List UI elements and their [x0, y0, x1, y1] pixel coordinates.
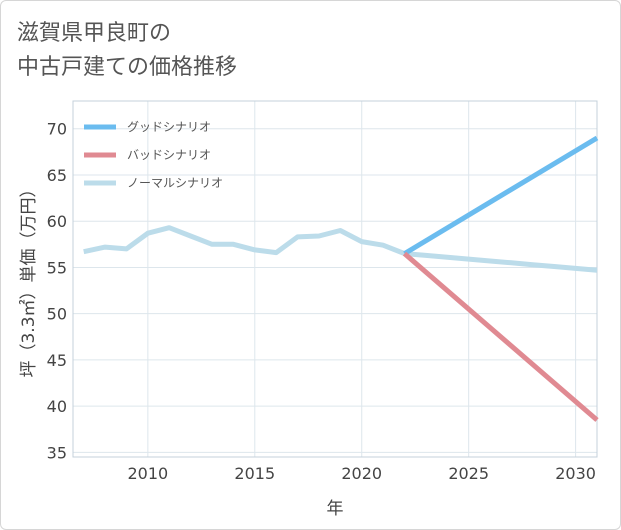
series-line-0 — [403, 135, 599, 256]
x-axis-ticks: 2010 2015 2020 2025 2030 — [127, 464, 595, 483]
legend-label-0: グッドシナリオ — [127, 120, 211, 134]
x-tick-label: 2010 — [127, 464, 168, 483]
legend-label-1: バッドシナリオ — [127, 148, 211, 162]
y-tick-label: 70 — [47, 120, 67, 139]
series-line-2 — [83, 225, 598, 273]
x-axis-label: 年 — [327, 499, 344, 519]
y-tick-label: 60 — [47, 212, 67, 231]
y-axis-label: 坪（3.3㎡）単価（万円） — [19, 180, 39, 377]
chart-series — [83, 135, 599, 422]
y-tick-label: 50 — [47, 305, 67, 324]
x-tick-label: 2015 — [234, 464, 275, 483]
x-tick-label: 2025 — [448, 464, 489, 483]
y-tick-label: 35 — [47, 443, 67, 462]
y-tick-label: 45 — [47, 351, 67, 370]
y-tick-label: 40 — [47, 397, 67, 416]
chart-title: 滋賀県甲良町の 中古戸建ての価格推移 — [17, 17, 237, 85]
legend-label-2: ノーマルシナリオ — [127, 176, 223, 190]
x-tick-label: 2020 — [341, 464, 382, 483]
chart-title-line-2: 中古戸建ての価格推移 — [17, 55, 238, 80]
y-axis-ticks: 35 40 45 50 55 60 65 70 — [47, 120, 67, 463]
x-tick-label: 2030 — [555, 464, 596, 483]
series-line-1 — [402, 251, 599, 422]
plot-area-border — [72, 100, 598, 458]
chart-title-line-1: 滋賀県甲良町の — [17, 21, 172, 46]
chart-grid — [73, 101, 597, 457]
y-tick-label: 65 — [47, 166, 67, 185]
y-tick-label: 55 — [47, 258, 67, 277]
